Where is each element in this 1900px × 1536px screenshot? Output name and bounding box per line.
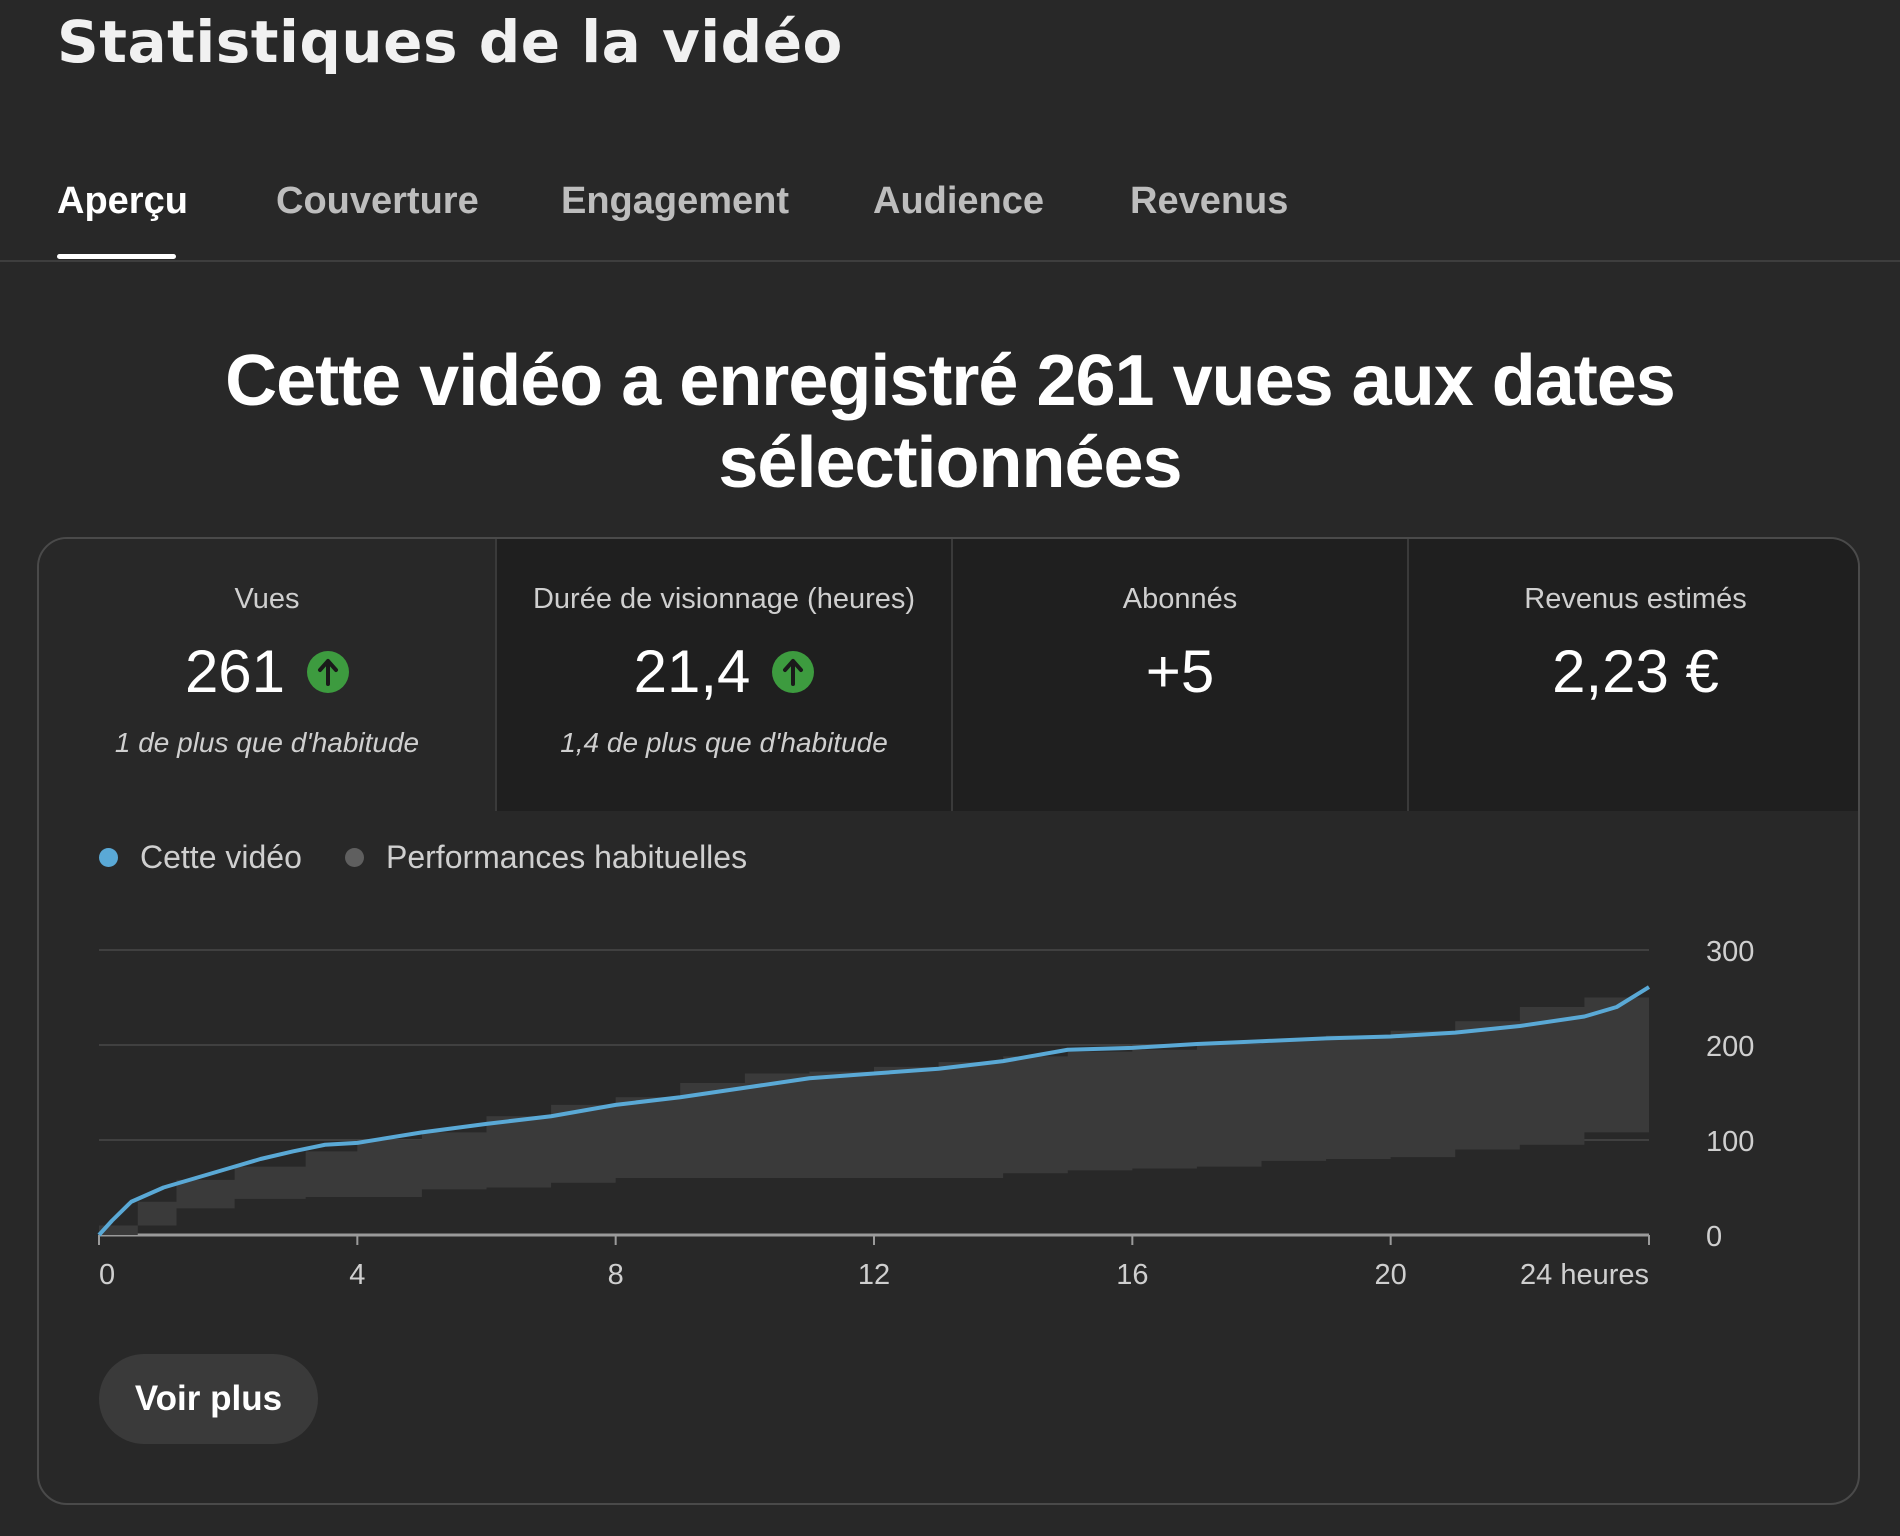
metric-label: Durée de visionnage (heures) xyxy=(532,583,916,615)
tab-revenus[interactable]: Revenus xyxy=(1130,180,1289,222)
tab-couverture[interactable]: Couverture xyxy=(276,180,479,222)
x-tick-label: 4 xyxy=(349,1259,365,1291)
metric-value: +5 xyxy=(953,637,1407,706)
this-video-line xyxy=(97,985,1651,1237)
tab-apercu[interactable]: Aperçu xyxy=(57,180,188,222)
views-chart[interactable]: 0 100 200 300 0 4 8 12 16 20 24 heures xyxy=(39,539,1860,1339)
metric-value: 21,4 xyxy=(497,637,951,706)
legend-label: Cette vidéo xyxy=(140,839,302,875)
page-title: Statistiques de la vidéo xyxy=(57,8,843,76)
see-more-button[interactable]: Voir plus xyxy=(99,1354,318,1444)
metric-value-text: +5 xyxy=(1145,638,1215,705)
x-tick-label: 16 xyxy=(1116,1259,1148,1291)
metric-value-text: 2,23 € xyxy=(1552,638,1719,705)
metric-views[interactable]: Vues 261 1 de plus que d'habitude xyxy=(39,539,495,811)
legend-dot-typical xyxy=(345,848,364,867)
metric-value: 261 xyxy=(39,637,495,706)
arrow-up-circle-icon xyxy=(307,650,350,693)
headline: Cette vidéo a enregistré 261 vues aux da… xyxy=(225,341,1676,503)
y-tick-label: 100 xyxy=(1706,1126,1754,1158)
metric-subscribers[interactable]: Abonnés +5 xyxy=(951,539,1407,811)
tab-engagement[interactable]: Engagement xyxy=(561,180,790,222)
x-tick-label: 20 xyxy=(1375,1259,1407,1291)
x-tick-label: 24 heures xyxy=(1520,1259,1649,1291)
metric-label: Vues xyxy=(234,583,300,615)
arrow-up-circle-icon xyxy=(772,650,815,693)
x-tick-label: 12 xyxy=(858,1259,890,1291)
metric-value-text: 261 xyxy=(184,638,286,705)
legend-label: Performances habituelles xyxy=(386,839,748,875)
metric-value-text: 21,4 xyxy=(633,638,751,705)
x-tick-label: 0 xyxy=(99,1259,115,1291)
x-tick-label: 8 xyxy=(608,1259,624,1291)
metric-label: Abonnés xyxy=(1122,583,1238,615)
legend-dot-this-video xyxy=(99,848,118,867)
active-tab-indicator xyxy=(57,254,176,259)
metrics-row: Vues 261 1 de plus que d'habitude Durée … xyxy=(39,539,1858,811)
metric-note: 1,4 de plus que d'habitude xyxy=(560,727,888,758)
tab-bar: Aperçu Couverture Engagement Audience Re… xyxy=(0,140,1900,262)
metric-label: Revenus estimés xyxy=(1524,583,1747,615)
y-tick-label: 0 xyxy=(1706,1221,1722,1253)
metric-note: 1 de plus que d'habitude xyxy=(114,727,420,758)
legend-item-this-video[interactable]: Cette vidéo xyxy=(99,839,302,876)
typical-performance-band xyxy=(99,986,1649,1235)
y-tick-label: 200 xyxy=(1706,1031,1754,1063)
metric-revenue[interactable]: Revenus estimés 2,23 € xyxy=(1407,539,1858,811)
legend-item-typical[interactable]: Performances habituelles xyxy=(345,839,747,876)
overview-card: Vues 261 1 de plus que d'habitude Durée … xyxy=(37,537,1860,1505)
tab-audience[interactable]: Audience xyxy=(873,180,1045,222)
metric-watch-time[interactable]: Durée de visionnage (heures) 21,4 1,4 de… xyxy=(495,539,951,811)
metric-value: 2,23 € xyxy=(1409,637,1858,706)
y-tick-label: 300 xyxy=(1706,936,1754,968)
